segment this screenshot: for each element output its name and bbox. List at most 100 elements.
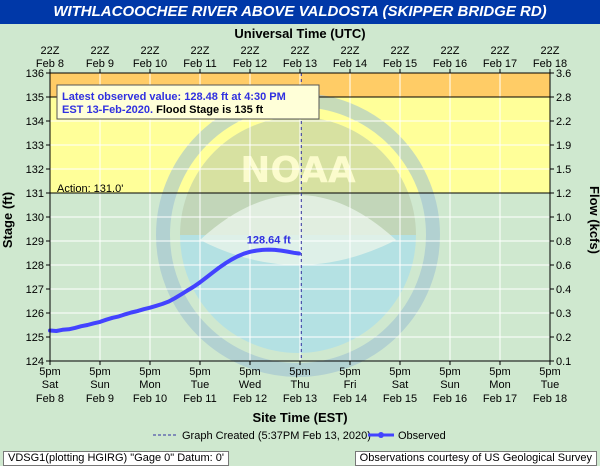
top-tick-date: Feb 12	[233, 58, 267, 70]
y2-tick-label: 0.3	[556, 308, 571, 320]
y-tick-label: 132	[26, 164, 44, 176]
x-tick-date: Feb 17	[483, 393, 517, 405]
x-tick-day: Mon	[139, 379, 160, 391]
observed-point	[167, 299, 171, 303]
x-axis-title: Site Time (EST)	[252, 410, 347, 425]
observed-point	[242, 252, 246, 256]
observed-point	[229, 258, 233, 262]
observed-point	[279, 249, 283, 253]
x-tick-date: Feb 10	[133, 393, 167, 405]
y2-tick-label: 0.1	[556, 356, 571, 368]
top-tick-date: Feb 8	[36, 58, 64, 70]
observed-point	[111, 316, 114, 320]
x-tick-date: Feb 9	[86, 393, 114, 405]
x-tick-time: 5pm	[239, 366, 260, 378]
observed-point	[98, 320, 102, 324]
y2-tick-label: 0.2	[556, 332, 571, 344]
observed-point	[211, 271, 214, 275]
observed-point	[142, 307, 146, 311]
observed-point	[204, 275, 208, 279]
top-tick-time: 22Z	[141, 45, 160, 57]
y-tick-label: 124	[26, 356, 44, 368]
top-tick-date: Feb 17	[483, 58, 517, 70]
top-tick-time: 22Z	[291, 45, 310, 57]
top-tick-time: 22Z	[341, 45, 360, 57]
x-tick-day: Sat	[392, 379, 409, 391]
observed-point	[129, 311, 133, 315]
x-tick-day: Sun	[440, 379, 460, 391]
y-tick-label: 129	[26, 236, 44, 248]
x-tick-time: 5pm	[189, 366, 210, 378]
y2-tick-label: 2.2	[556, 116, 571, 128]
y-tick-label: 127	[26, 284, 44, 296]
top-tick-date: Feb 14	[333, 58, 367, 70]
y2-tick-label: 1.2	[556, 188, 571, 200]
x-tick-time: 5pm	[139, 366, 160, 378]
watermark-text: NOAA	[240, 150, 356, 191]
observed-point	[161, 302, 164, 306]
observed-point	[148, 306, 152, 310]
x-tick-time: 5pm	[89, 366, 110, 378]
y2-axis-title: Flow (kcfs)	[587, 186, 600, 254]
top-tick-time: 22Z	[41, 45, 60, 57]
y-tick-label: 133	[26, 140, 44, 152]
x-tick-date: Feb 16	[433, 393, 467, 405]
svg-text:EST 13-Feb-2020. Flood Stage i: EST 13-Feb-2020. Flood Stage is 135 ft	[62, 104, 263, 116]
chart-title: WITHLACOOCHEE RIVER ABOVE VALDOSTA (SKIP…	[0, 0, 600, 24]
observed-point	[297, 251, 301, 255]
observed-point	[117, 314, 121, 318]
observed-point	[261, 248, 264, 252]
top-tick-date: Feb 11	[183, 58, 216, 70]
top-tick-time: 22Z	[241, 45, 260, 57]
y-tick-label: 136	[26, 68, 44, 80]
observed-series: 128.64 ft	[48, 235, 301, 333]
action-stage-label: Action: 131.0'	[57, 183, 123, 195]
top-tick-time: 22Z	[91, 45, 110, 57]
x-tick-time: 5pm	[289, 366, 310, 378]
x-tick-date: Feb 11	[183, 393, 216, 405]
x-tick-day: Fri	[344, 379, 357, 391]
x-tick-day: Mon	[489, 379, 510, 391]
x-tick-time: 5pm	[539, 366, 560, 378]
top-tick-date: Feb 10	[133, 58, 167, 70]
x-tick-date: Feb 15	[383, 393, 417, 405]
observed-point	[236, 254, 239, 258]
y2-tick-label: 3.6	[556, 68, 571, 80]
y-tick-label: 125	[26, 332, 44, 344]
legend-observed: Observed	[398, 430, 446, 442]
legend-graph-created: Graph Created (5:37PM Feb 13, 2020)	[182, 430, 371, 442]
y-tick-label: 126	[26, 308, 44, 320]
y-tick-label: 134	[26, 116, 44, 128]
observed-point	[217, 266, 221, 270]
observed-point	[198, 280, 202, 284]
observed-point	[79, 324, 83, 328]
observed-point	[123, 312, 127, 316]
flood-stage-text: Flood Stage is 135 ft	[156, 104, 263, 116]
top-tick-date: Feb 16	[433, 58, 467, 70]
x-tick-day: Sun	[90, 379, 110, 391]
y-tick-label: 131	[26, 188, 44, 200]
observed-point	[61, 328, 64, 332]
x-tick-time: 5pm	[489, 366, 510, 378]
y2-tick-label: 1.0	[556, 212, 571, 224]
x-tick-date: Feb 18	[533, 393, 567, 405]
y2-tick-label: 1.9	[556, 140, 571, 152]
noaa-watermark: NOAA	[156, 93, 440, 377]
observed-point	[136, 309, 139, 313]
x-tick-day: Thu	[291, 379, 310, 391]
top-axis-title: Universal Time (UTC)	[234, 26, 365, 41]
observed-point	[292, 251, 296, 255]
top-tick-time: 22Z	[491, 45, 510, 57]
observed-point	[73, 326, 77, 330]
latest-value-annotation: Latest observed value: 128.48 ft at 4:30…	[56, 84, 320, 120]
x-tick-date: Feb 14	[333, 393, 367, 405]
y-tick-label: 128	[26, 260, 44, 272]
observed-point	[254, 249, 258, 253]
y-tick-label: 135	[26, 92, 44, 104]
y2-tick-label: 0.6	[556, 260, 571, 272]
observed-point	[86, 323, 89, 327]
x-tick-date: Feb 13	[283, 393, 317, 405]
observed-point	[286, 250, 289, 254]
x-tick-time: 5pm	[439, 366, 460, 378]
x-tick-time: 5pm	[39, 366, 60, 378]
